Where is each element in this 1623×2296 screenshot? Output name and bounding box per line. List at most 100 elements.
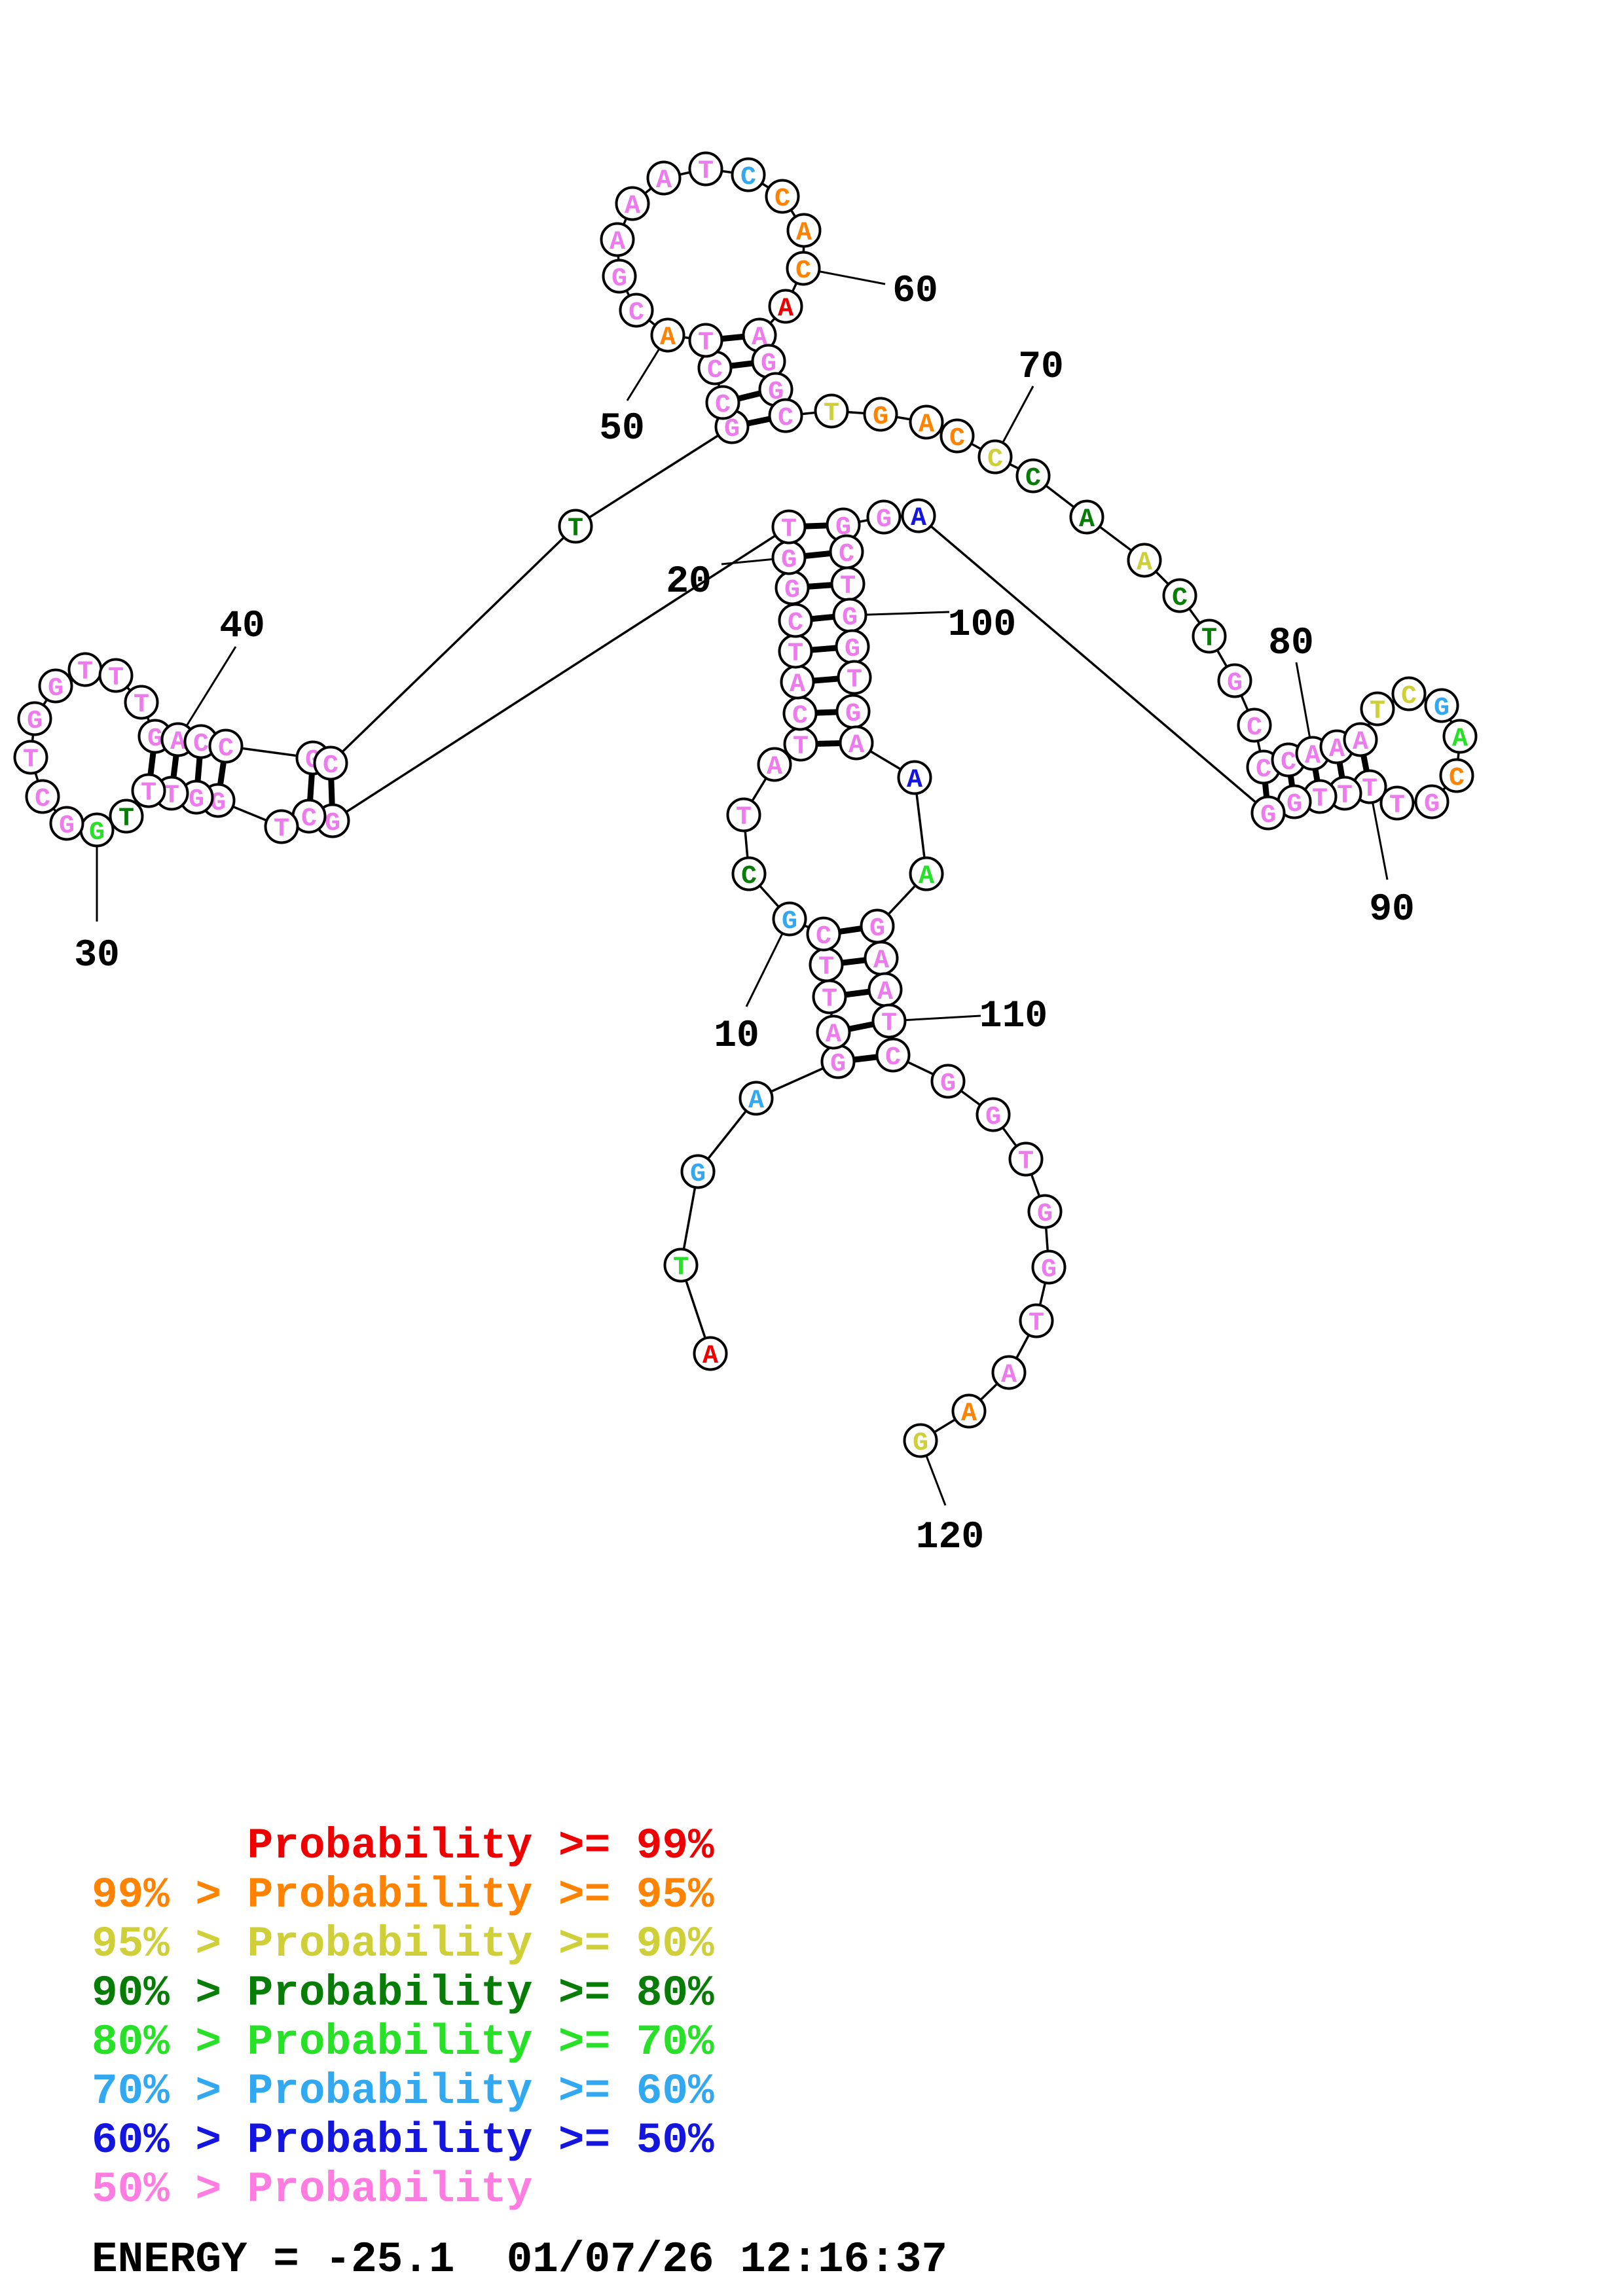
- legend-row-2: 99% > Probability >= 95%: [92, 1871, 714, 1920]
- nucleotide-circle-68: [909, 404, 944, 440]
- nucleotide-circle-61: [768, 289, 803, 324]
- nucleotide-base-107: G: [869, 914, 885, 944]
- nucleotide-base-117: T: [1029, 1309, 1044, 1338]
- nucleotide-base-21: T: [781, 515, 797, 545]
- nucleotide-base-24: T: [274, 815, 289, 844]
- nucleotide-circle-96: [866, 499, 902, 535]
- nucleotide-circle-2: [663, 1247, 699, 1283]
- nucleotide-base-51: C: [629, 298, 644, 328]
- nucleotide-base-109: A: [877, 978, 893, 1007]
- nucleotide-base-91: T: [1337, 781, 1353, 811]
- nucleotide-circle-115: [1027, 1194, 1063, 1229]
- nucleotide-base-68: A: [919, 410, 934, 440]
- nucleotide-base-32: C: [35, 785, 50, 814]
- position-label-10: 10: [714, 1015, 759, 1058]
- legend-row-1: Probability >= 99%: [92, 1821, 714, 1871]
- nucleotide-base-15: C: [792, 702, 808, 731]
- nucleotide-circle-59: [786, 213, 822, 248]
- backbone-segment: [575, 425, 733, 528]
- nucleotide-circle-45: [558, 509, 593, 544]
- nucleotide-circle-66: [814, 393, 849, 429]
- nucleotide-base-78: C: [1256, 755, 1271, 785]
- backbone-segment: [332, 526, 790, 822]
- nucleotide-base-89: T: [1389, 791, 1405, 821]
- nucleotide-base-22: G: [325, 809, 340, 838]
- nucleotide-base-37: T: [108, 664, 124, 693]
- nucleotide-base-54: A: [625, 192, 640, 221]
- nucleotide-base-88: G: [1424, 790, 1440, 819]
- nucleotide-base-58: C: [775, 185, 790, 214]
- nucleotide-circle-69: [939, 418, 975, 454]
- nucleotide-base-73: A: [1137, 548, 1152, 578]
- nucleotide-base-74: C: [1172, 584, 1188, 613]
- nucleotide-base-93: G: [1286, 790, 1302, 819]
- nucleotide-base-28: T: [141, 779, 156, 808]
- nucleotide-base-79: C: [1281, 748, 1296, 778]
- nucleotide-circle-95: [901, 498, 936, 533]
- nucleotide-base-19: G: [784, 576, 800, 605]
- nucleotide-base-111: C: [885, 1043, 901, 1073]
- nucleotide-base-77: C: [1247, 713, 1262, 743]
- nucleotide-base-42: C: [218, 734, 234, 764]
- nucleotide-base-108: A: [873, 946, 889, 976]
- nucleotide-circle-72: [1069, 499, 1104, 535]
- nucleotide-circle-65: [768, 398, 803, 433]
- nucleotide-base-106: A: [919, 862, 934, 891]
- nucleotide-circle-114: [1008, 1141, 1044, 1177]
- nucleotide-base-66: T: [824, 399, 839, 429]
- nucleotide-base-1: A: [702, 1342, 718, 1371]
- nucleotide-circle-10: [772, 901, 807, 937]
- nucleotide-base-17: T: [788, 639, 803, 669]
- position-label-40: 40: [219, 605, 265, 648]
- nucleotide-circle-55: [646, 160, 682, 196]
- nucleotide-base-31: G: [59, 812, 75, 841]
- nucleotide-base-87: C: [1449, 764, 1465, 793]
- nucleotide-base-118: A: [1001, 1361, 1017, 1390]
- nucleotide-base-81: A: [1329, 735, 1345, 764]
- nucleotide-circle-24: [264, 809, 299, 844]
- nucleotide-base-35: G: [48, 674, 64, 704]
- nucleotide-base-40: A: [170, 728, 186, 757]
- nucleotide-base-113: G: [985, 1103, 1001, 1132]
- position-label-120: 120: [916, 1516, 984, 1559]
- nucleotide-base-67: G: [873, 403, 888, 432]
- nucleotide-base-49: T: [698, 329, 714, 358]
- nucleotide-base-86: A: [1452, 725, 1468, 754]
- nucleotide-circle-120: [903, 1423, 938, 1458]
- nucleotide-circle-110: [871, 1003, 907, 1039]
- nucleotide-base-75: T: [1201, 624, 1217, 654]
- position-label-20: 20: [666, 561, 712, 603]
- nucleotide-base-99: T: [840, 572, 856, 601]
- nucleotide-circle-49: [688, 323, 723, 358]
- nucleotide-circle-86: [1442, 719, 1478, 754]
- energy-line: ENERGY = -25.1 01/07/26 12:16:37: [92, 2235, 947, 2284]
- nucleotide-circle-73: [1127, 543, 1162, 578]
- position-label-80: 80: [1268, 622, 1314, 665]
- nucleotide-circle-74: [1162, 578, 1197, 613]
- backbone-segment: [329, 525, 577, 764]
- nucleotide-base-103: G: [845, 700, 861, 729]
- nucleotide-base-57: C: [740, 163, 756, 192]
- nucleotide-base-34: G: [27, 707, 43, 736]
- nucleotide-base-44: C: [323, 751, 338, 781]
- nucleotide-circle-54: [615, 186, 650, 221]
- nucleotide-circle-47: [705, 385, 740, 420]
- nucleotide-circle-53: [600, 222, 635, 257]
- nucleotide-base-114: T: [1018, 1147, 1034, 1177]
- nucleotide-base-46: G: [724, 415, 740, 444]
- position-label-60: 60: [892, 270, 938, 313]
- nucleotide-circle-35: [38, 668, 73, 704]
- nucleotide-base-7: T: [822, 985, 837, 1014]
- label-leader-line: [177, 646, 237, 740]
- nucleotide-circle-71: [1015, 458, 1051, 493]
- position-label-30: 30: [74, 935, 120, 977]
- nucleotide-base-33: T: [23, 745, 39, 775]
- nucleotide-circle-75: [1192, 619, 1227, 654]
- nucleotide-base-53: A: [610, 228, 625, 257]
- nucleotide-base-80: A: [1305, 742, 1321, 771]
- basepair-bonds: [145, 332, 1373, 1065]
- nucleotide-circle-112: [930, 1064, 966, 1099]
- nucleotide-base-105: A: [907, 766, 922, 795]
- nucleotide-base-70: C: [987, 445, 1003, 475]
